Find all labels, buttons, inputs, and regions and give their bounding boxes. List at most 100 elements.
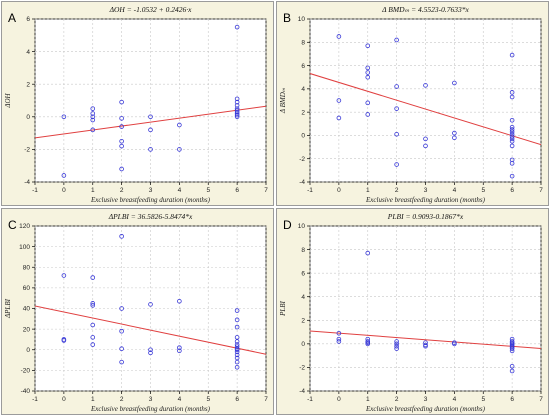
data-point bbox=[61, 338, 67, 343]
panel-a: -1 0 1 2 3 4 5 6 7 -4 -2 0 2 4 6 ΔOH = -1.0532 + 0.2426… bbox=[1, 1, 274, 206]
data-point bbox=[336, 98, 342, 103]
y-tick-label: 8 bbox=[301, 39, 305, 46]
data-point bbox=[148, 347, 153, 353]
data-point bbox=[90, 342, 96, 347]
x-tick-label: -1 bbox=[32, 396, 38, 403]
y-tick-label: 0 bbox=[26, 114, 30, 121]
x-tick-label: 7 bbox=[539, 187, 543, 194]
y-tick-label: -4 bbox=[299, 388, 305, 395]
data-point bbox=[509, 134, 515, 139]
y-tick-label: 6 bbox=[301, 63, 305, 70]
data-point bbox=[234, 109, 240, 115]
data-point bbox=[234, 339, 240, 344]
data-point bbox=[90, 335, 96, 340]
data-point bbox=[234, 111, 240, 116]
x-tick-label: 7 bbox=[539, 396, 543, 403]
data-point bbox=[452, 341, 457, 347]
x-tick-label: 2 bbox=[395, 187, 399, 194]
x-tick-label: 5 bbox=[481, 187, 485, 194]
y-tick-label: 6 bbox=[26, 16, 30, 23]
y-tick-label: 0 bbox=[26, 347, 30, 354]
data-point bbox=[365, 100, 371, 106]
x-axis-label: Exclusive breastfeeding duration (months… bbox=[365, 405, 486, 413]
data-point bbox=[452, 135, 457, 141]
data-point bbox=[336, 330, 342, 336]
data-point bbox=[61, 173, 67, 178]
data-point bbox=[452, 130, 457, 136]
data-point bbox=[119, 116, 124, 121]
data-point bbox=[234, 359, 240, 365]
x-axis-label: Exclusive breastfeeding duration (months… bbox=[90, 405, 211, 413]
y-tick-label: -2 bbox=[299, 365, 305, 372]
y-tick-label: 6 bbox=[301, 270, 305, 277]
data-point bbox=[234, 349, 240, 355]
y-tick-label: 120 bbox=[19, 223, 30, 230]
y-tick-label: 80 bbox=[23, 264, 31, 271]
data-point bbox=[234, 308, 240, 313]
regression-line bbox=[310, 330, 541, 350]
y-tick-label: 100 bbox=[19, 244, 30, 251]
data-point bbox=[148, 127, 153, 133]
data-point bbox=[336, 34, 342, 39]
x-axis-label: Exclusive breastfeeding duration (months… bbox=[365, 196, 486, 204]
x-tick-label: 1 bbox=[366, 187, 370, 194]
data-point bbox=[234, 317, 240, 323]
x-tick-label: 2 bbox=[120, 396, 124, 403]
data-point bbox=[509, 173, 515, 179]
data-point bbox=[423, 143, 428, 149]
data-point bbox=[234, 103, 240, 108]
data-point bbox=[509, 90, 515, 95]
data-point bbox=[509, 131, 515, 137]
data-point bbox=[119, 124, 124, 129]
chart-title: Δ BMDₘ = 4.5523-0.7633*x bbox=[381, 5, 469, 14]
data-point bbox=[394, 339, 399, 344]
x-tick-label: 7 bbox=[264, 396, 268, 403]
data-point bbox=[365, 341, 371, 347]
x-tick-label: 5 bbox=[206, 187, 210, 194]
data-point bbox=[90, 322, 96, 328]
data-point bbox=[509, 127, 515, 132]
data-point bbox=[423, 343, 428, 349]
x-tick-label: 4 bbox=[178, 187, 182, 194]
y-tick-label: 2 bbox=[26, 81, 30, 88]
x-tick-label: 3 bbox=[149, 187, 153, 194]
x-tick-label: 3 bbox=[424, 187, 428, 194]
data-point bbox=[394, 37, 399, 43]
x-tick-label: 2 bbox=[395, 396, 399, 403]
y-tick-label: 20 bbox=[23, 326, 31, 333]
data-point bbox=[234, 99, 240, 105]
x-tick-label: 1 bbox=[366, 396, 370, 403]
data-point bbox=[365, 250, 371, 256]
x-tick-label: -1 bbox=[32, 187, 38, 194]
regression-line bbox=[310, 73, 541, 146]
panel-b: -1 0 1 2 3 4 5 6 7 -4 -2 0 2 4 6 8 10 Δ BMDₘ = 4.5523-0.7… bbox=[276, 1, 549, 206]
data-point bbox=[90, 303, 96, 308]
y-tick-label: 60 bbox=[23, 285, 31, 292]
data-point bbox=[90, 117, 96, 123]
regression-line bbox=[35, 105, 266, 139]
data-point bbox=[509, 161, 515, 166]
data-point bbox=[394, 341, 399, 347]
data-point bbox=[177, 298, 182, 304]
data-point bbox=[177, 147, 182, 152]
y-tick-label: -40 bbox=[21, 388, 31, 395]
data-point bbox=[119, 143, 124, 149]
panel-d: -1 0 1 2 3 4 5 6 7 -4 -2 0 2 4 6 8 10 PLBI = 0.9093-0.186… bbox=[276, 208, 549, 415]
x-tick-label: -1 bbox=[307, 187, 313, 194]
y-tick-label: 10 bbox=[298, 223, 306, 230]
x-tick-label: 1 bbox=[91, 187, 95, 194]
y-tick-label: 4 bbox=[26, 49, 30, 56]
x-tick-label: 0 bbox=[62, 396, 66, 403]
data-point bbox=[234, 24, 240, 30]
panel-c: -1 0 1 2 3 4 5 6 7 -40 -20 0 20 40 60 80 100 120 ΔPLBI = 3… bbox=[1, 208, 274, 415]
panel-letter: D bbox=[283, 218, 292, 232]
y-tick-label: -2 bbox=[299, 156, 305, 163]
x-tick-label: 1 bbox=[91, 396, 95, 403]
x-tick-label: 7 bbox=[264, 187, 268, 194]
data-point bbox=[234, 347, 240, 353]
data-point bbox=[365, 112, 371, 117]
data-point bbox=[365, 74, 371, 80]
data-point bbox=[148, 302, 153, 307]
y-tick-label: -20 bbox=[21, 368, 31, 375]
